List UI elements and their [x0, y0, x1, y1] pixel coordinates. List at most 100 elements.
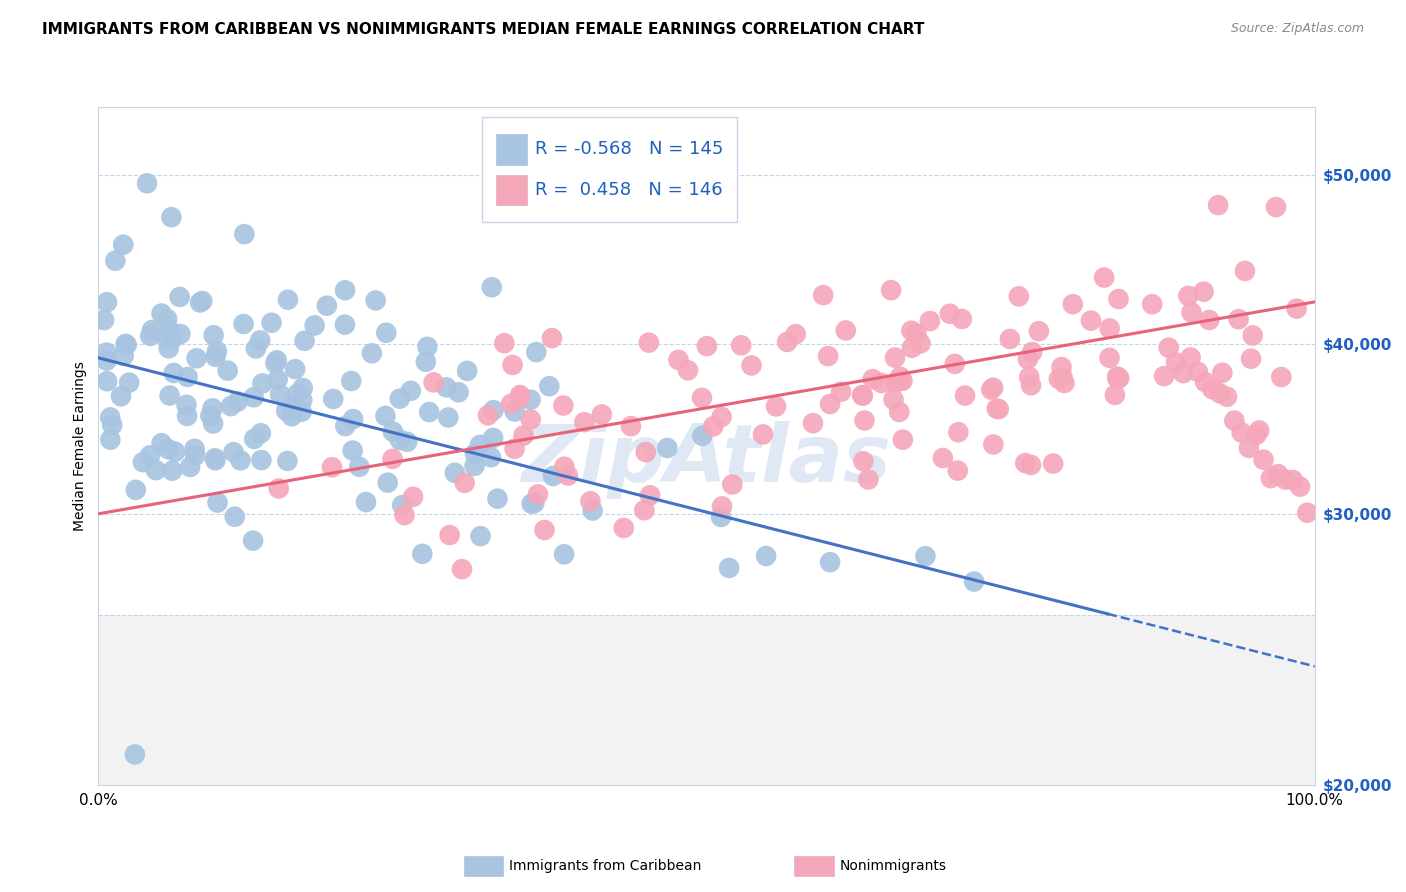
Point [752, 427, 775, 442]
Point [160, 332, 183, 346]
Point [280, 399, 302, 413]
Point [1098, 321, 1121, 335]
Point [981, 381, 1004, 395]
Point [250, 453, 273, 467]
Point [676, 363, 699, 377]
Point [914, 549, 936, 564]
Point [451, 562, 474, 576]
Point [905, 326, 928, 341]
Point [205, 344, 228, 359]
Point [657, 441, 679, 455]
Point [1108, 371, 1130, 385]
Point [1285, 301, 1308, 316]
Point [711, 500, 734, 514]
Point [163, 366, 186, 380]
Point [579, 494, 602, 508]
Point [538, 379, 561, 393]
Point [202, 417, 225, 431]
Point [889, 405, 911, 419]
Point [260, 316, 283, 330]
Point [114, 337, 136, 351]
Point [1249, 424, 1271, 438]
Point [718, 561, 741, 575]
Point [159, 323, 181, 337]
Point [1021, 345, 1043, 359]
Point [204, 453, 226, 467]
Point [381, 451, 404, 466]
Point [394, 508, 416, 522]
Point [1270, 370, 1292, 384]
Point [184, 449, 207, 463]
Point [176, 398, 198, 412]
Point [852, 454, 875, 468]
Point [986, 401, 1008, 416]
Point [512, 428, 534, 442]
Point [388, 392, 411, 406]
Point [524, 345, 547, 359]
Point [145, 463, 167, 477]
Point [159, 388, 181, 402]
Point [284, 362, 307, 376]
Point [136, 177, 159, 191]
Point [553, 459, 575, 474]
Text: Source: ZipAtlas.com: Source: ZipAtlas.com [1230, 22, 1364, 36]
Point [801, 416, 824, 430]
Point [468, 438, 491, 452]
Y-axis label: Median Female Earnings: Median Female Earnings [73, 361, 87, 531]
Point [503, 442, 526, 456]
Point [557, 468, 579, 483]
Point [479, 450, 502, 465]
Point [381, 425, 404, 439]
Point [1265, 200, 1288, 214]
Point [232, 317, 254, 331]
Point [96, 353, 118, 368]
Point [503, 404, 526, 418]
Point [918, 314, 941, 328]
Point [1107, 369, 1129, 384]
Text: Nonimmigrants: Nonimmigrants [839, 859, 946, 873]
Point [418, 405, 440, 419]
Point [179, 460, 201, 475]
Point [315, 299, 337, 313]
Point [364, 293, 387, 308]
Point [224, 509, 246, 524]
Point [755, 549, 778, 563]
Point [1017, 352, 1039, 367]
Point [96, 345, 118, 359]
Point [813, 288, 835, 302]
Point [1281, 473, 1303, 487]
Point [1267, 467, 1289, 482]
Point [817, 349, 839, 363]
Point [502, 358, 524, 372]
Point [486, 491, 509, 506]
Point [402, 490, 425, 504]
Point [880, 283, 903, 297]
Point [1062, 297, 1084, 311]
Point [519, 392, 541, 407]
Point [186, 351, 208, 366]
Point [281, 409, 304, 424]
FancyBboxPatch shape [496, 134, 526, 165]
Point [118, 376, 141, 390]
Point [188, 295, 211, 310]
Point [101, 418, 124, 433]
Point [891, 374, 914, 388]
Point [638, 488, 661, 502]
Point [1019, 458, 1042, 472]
Point [1014, 456, 1036, 470]
Point [176, 409, 198, 423]
Point [447, 385, 470, 400]
Point [1164, 355, 1187, 369]
Point [633, 503, 655, 517]
Point [1198, 313, 1220, 327]
Point [1206, 198, 1229, 212]
Point [229, 453, 252, 467]
Point [191, 293, 214, 308]
Point [690, 429, 713, 443]
Point [333, 318, 356, 332]
Point [884, 351, 907, 365]
Point [276, 454, 298, 468]
Point [439, 528, 461, 542]
FancyBboxPatch shape [481, 117, 737, 222]
Point [1240, 351, 1263, 366]
